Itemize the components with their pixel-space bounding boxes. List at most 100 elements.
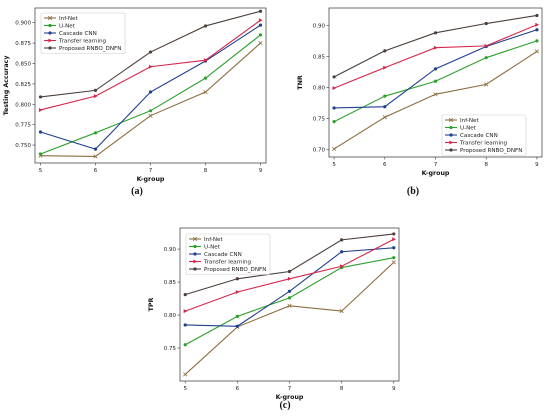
legend-label-cascade-cnn: Cascade CNN xyxy=(59,31,97,37)
y-tick-label: 0.90 xyxy=(313,23,326,29)
legend-label-u-net: U-Net xyxy=(460,126,477,132)
y-tick-label: 0.750 xyxy=(15,143,31,149)
series-transfer-learning xyxy=(332,22,540,91)
series-transfer-learning xyxy=(183,237,396,314)
legend-marker-u-net xyxy=(48,23,52,28)
chart-tpr: 5 6 7 8 9 0.75 0.80 0.85 0.90 K-group TPR Inf-Net U-… xyxy=(148,227,400,401)
legend-marker-cascade-cnn xyxy=(48,31,52,35)
legend-label-transfer-learning: Transfer learning xyxy=(459,141,508,147)
point-cascade-cnn xyxy=(287,289,292,293)
point-transfer-learning xyxy=(332,86,337,91)
point-transfer-learning xyxy=(203,58,208,63)
series-cascade-cnn xyxy=(38,23,263,151)
x-tick-label: 6 xyxy=(236,386,240,392)
chart-tnr: 5 6 7 8 9 0.70 0.75 0.80 0.85 0.90 K-group TNR Inf-N… xyxy=(297,7,543,177)
y-tick-label: 0.80 xyxy=(313,85,326,91)
legend-marker-cascade-cnn xyxy=(193,252,197,256)
point-transfer-learning xyxy=(340,264,344,269)
caption-c: (c) xyxy=(279,400,291,411)
point-inf-net xyxy=(433,92,438,97)
point-cascade-cnn xyxy=(148,90,153,94)
point-inf-net xyxy=(93,154,98,159)
y-tick-label: 0.80 xyxy=(164,313,177,319)
point-transfer-learning xyxy=(535,22,540,27)
x-tick-label: 6 xyxy=(383,162,387,168)
point-proposed-rnbo-dnfn xyxy=(203,24,208,28)
legend-label-inf-net: Inf-Net xyxy=(204,237,224,243)
point-cascade-cnn xyxy=(535,28,539,32)
legend-box xyxy=(185,233,271,275)
legend-marker-inf-net xyxy=(47,15,53,21)
point-transfer-learning xyxy=(484,43,489,48)
point-inf-net xyxy=(339,309,344,314)
series-proposed-rnbo-dnfn xyxy=(183,232,396,297)
point-proposed-rnbo-dnfn xyxy=(148,50,153,54)
point-u-net xyxy=(235,314,239,318)
y-tick-label: 0.75 xyxy=(313,117,326,123)
point-proposed-rnbo-dnfn xyxy=(258,9,263,13)
point-transfer-learning xyxy=(258,18,263,23)
legend-label-cascade-cnn: Cascade CNN xyxy=(460,133,498,139)
point-inf-net xyxy=(391,260,396,265)
series-u-net xyxy=(38,33,263,156)
x-tick-label: 5 xyxy=(183,386,187,392)
point-inf-net xyxy=(183,372,188,377)
point-cascade-cnn xyxy=(433,67,438,71)
y-tick-label: 0.875 xyxy=(15,41,31,47)
series-transfer-learning xyxy=(38,18,263,112)
point-u-net xyxy=(93,131,98,135)
legend-label-transfer-learning: Transfer learning xyxy=(58,39,107,45)
legend-marker-transfer-learning xyxy=(449,140,454,145)
x-axis-label: K-group xyxy=(137,176,165,183)
point-cascade-cnn xyxy=(235,324,239,328)
point-inf-net xyxy=(203,89,208,95)
x-tick-label: 7 xyxy=(288,386,292,392)
point-cascade-cnn xyxy=(183,323,187,327)
point-inf-net xyxy=(258,40,263,46)
point-u-net xyxy=(535,39,539,43)
legend-marker-inf-net xyxy=(448,117,454,123)
point-transfer-learning xyxy=(383,65,387,70)
point-u-net xyxy=(258,33,263,37)
chart-testing-accuracy: 5 6 7 8 9 0.750 0.775 0.800 0.825 0.850 0.875 0.900… xyxy=(3,7,267,183)
y-tick-label: 0.800 xyxy=(15,102,31,108)
legend-marker-proposed-rnbo-dnfn xyxy=(449,148,453,152)
y-axis-label: Testing Accuracy xyxy=(3,56,10,116)
series-inf-net xyxy=(331,49,540,152)
y-tick-label: 0.75 xyxy=(164,346,177,352)
legend-label-inf-net: Inf-Net xyxy=(59,16,79,22)
x-axis-label: K-group xyxy=(422,170,450,177)
x-tick-label: 9 xyxy=(259,168,263,174)
point-proposed-rnbo-dnfn xyxy=(93,88,98,92)
legend-label-inf-net: Inf-Net xyxy=(460,118,480,124)
series-cascade-cnn xyxy=(183,246,396,328)
point-proposed-rnbo-dnfn xyxy=(535,13,539,18)
legend-label-u-net: U-Net xyxy=(204,245,221,251)
point-u-net xyxy=(38,152,43,156)
x-tick-label: 7 xyxy=(434,162,438,168)
x-tick-label: 8 xyxy=(340,386,344,392)
y-tick-label: 0.775 xyxy=(15,123,31,129)
point-transfer-learning xyxy=(287,276,292,281)
y-tick-label: 0.85 xyxy=(164,280,177,286)
point-u-net xyxy=(287,296,292,300)
point-proposed-rnbo-dnfn xyxy=(484,21,488,26)
point-cascade-cnn xyxy=(340,250,344,254)
point-transfer-learning xyxy=(38,107,43,112)
point-inf-net xyxy=(484,82,489,87)
point-inf-net xyxy=(148,113,153,118)
point-transfer-learning xyxy=(93,94,98,99)
point-transfer-learning xyxy=(183,309,188,314)
point-inf-net xyxy=(331,146,337,152)
series-proposed-rnbo-dnfn xyxy=(38,9,263,99)
point-inf-net xyxy=(534,49,540,54)
legend-label-proposed-rnbo-dnfn: Proposed RNBO_DNFN xyxy=(59,46,121,52)
series-cascade-cnn xyxy=(332,28,539,110)
point-proposed-rnbo-dnfn xyxy=(183,293,187,297)
point-cascade-cnn xyxy=(392,246,396,250)
point-proposed-rnbo-dnfn xyxy=(383,49,387,53)
legend-label-u-net: U-Net xyxy=(59,24,76,30)
